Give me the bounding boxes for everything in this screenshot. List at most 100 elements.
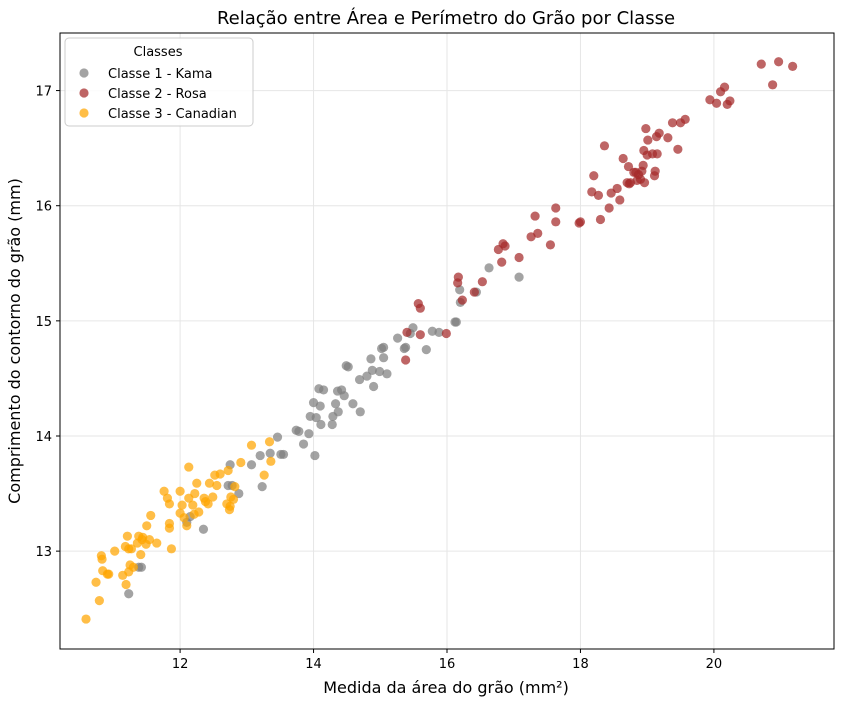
data-point [756,59,766,69]
data-point [198,524,209,534]
data-point [457,295,467,305]
data-point [298,439,309,449]
x-tick-label: 20 [706,657,723,672]
legend-marker [79,88,89,98]
y-axis-label: Comprimento do contorno do grão (mm) [5,178,24,504]
data-point [91,577,101,587]
axis-ticks: 12 14 16 18 20 13 14 15 16 17 [35,85,722,672]
data-point [595,214,606,225]
data-point [441,328,451,339]
data-point [330,399,341,409]
data-point [188,500,198,510]
data-point [142,521,152,531]
series-1 [124,263,524,599]
legend-box [64,37,254,127]
data-point [366,354,376,364]
y-tick-label: 13 [35,545,52,560]
data-point [623,161,634,172]
y-tick-label: 15 [35,315,52,330]
data-point [264,437,275,447]
data-point [599,141,610,151]
data-point [639,178,650,188]
data-point [612,183,622,194]
data-point [126,544,136,554]
data-point [379,342,389,352]
data-point [144,535,155,545]
data-point [315,401,325,411]
data-point [673,144,683,154]
data-point [354,374,365,385]
data-point [545,240,556,250]
data-point [278,449,289,460]
data-point [551,217,561,227]
data-point [311,412,321,423]
data-point [551,203,561,213]
data-point [228,494,239,504]
data-point [393,333,403,343]
data-point [136,549,146,560]
data-point [190,488,200,499]
legend-label: Classe 1 - Kama [108,67,212,82]
legend-label: Classe 3 - Canadian [108,107,237,122]
data-point [236,457,246,468]
data-point [164,499,175,509]
data-point [401,342,411,352]
data-point [152,538,162,548]
data-point [379,353,389,363]
data-point [652,149,662,159]
data-point [121,579,131,590]
data-point [615,195,625,205]
legend-items: Classe 1 - Kama Classe 2 - Rosa Classe 3 -… [79,67,237,122]
y-tick-label: 14 [35,430,52,445]
data-point [663,133,673,143]
data-point [711,98,722,108]
data-point [259,470,269,480]
legend-label: Classe 2 - Rosa [108,87,207,102]
data-point [343,362,353,372]
data-point [304,429,314,439]
series-3 [81,437,276,624]
data-point [469,287,479,297]
data-point [415,330,425,340]
data-point [367,365,377,375]
x-tick-label: 16 [439,657,456,672]
data-point [194,507,204,517]
data-point [382,369,392,379]
y-tick-label: 16 [35,200,52,215]
data-point [110,546,120,556]
data-point [318,385,329,395]
y-tick-label: 17 [35,85,52,100]
data-point [434,327,444,337]
data-point [369,381,379,392]
data-point [97,554,107,564]
data-point [348,399,358,409]
x-axis-label: Medida da área do grão (mm²) [323,678,569,697]
data-point [310,450,320,461]
data-point [680,114,690,124]
data-point [530,211,540,221]
data-point [166,544,177,554]
data-point [294,426,304,436]
data-point [533,228,543,238]
data-point [643,135,653,145]
data-point [225,501,235,511]
data-point [124,589,134,599]
legend-marker [79,68,89,78]
data-point [575,217,586,227]
data-point [638,160,648,171]
chart-title: Relação entre Área e Perímetro do Grão p… [217,7,675,29]
legend-marker [79,108,89,118]
data-point [246,440,257,450]
data-point [484,263,494,273]
data-point [266,456,276,466]
data-point [402,327,412,337]
data-point [618,153,628,164]
data-point [203,499,213,509]
data-point [719,82,730,92]
data-point [401,355,411,365]
data-point [257,482,267,492]
data-point [725,96,735,106]
grid-lines [60,33,834,649]
